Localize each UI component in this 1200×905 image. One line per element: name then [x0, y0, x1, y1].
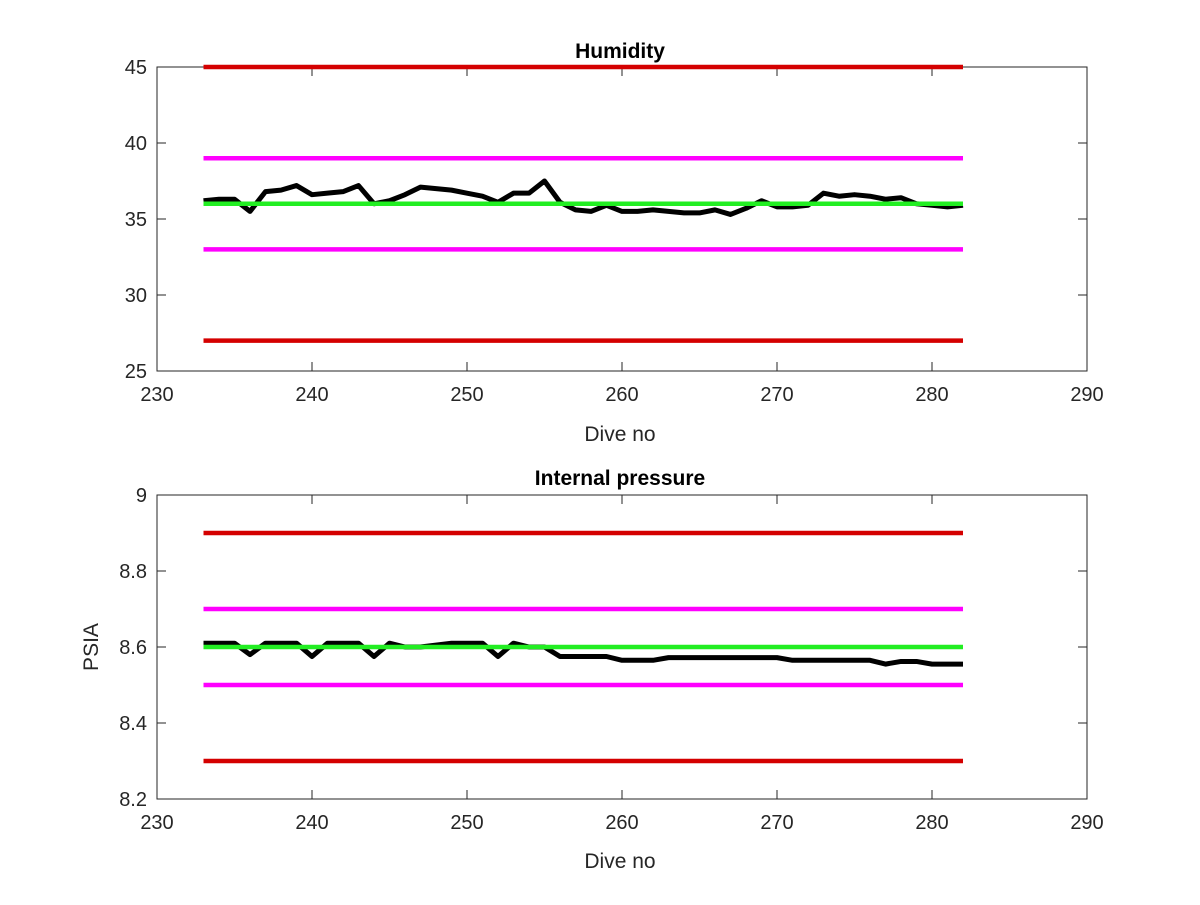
- y-axis-label: PSIA: [80, 623, 103, 671]
- x-tick-label: 280: [915, 812, 948, 834]
- x-axis-label: Dive no: [584, 423, 655, 446]
- x-tick-label: 270: [760, 812, 793, 834]
- x-tick-label: 240: [295, 384, 328, 406]
- x-tick-label: 240: [295, 812, 328, 834]
- x-tick-label: 230: [140, 812, 173, 834]
- y-tick-label: 30: [125, 285, 147, 307]
- x-tick-label: 280: [915, 384, 948, 406]
- internal-pressure-chart: Internal pressure Dive no PSIA 230 240 250…: [80, 467, 1104, 873]
- y-tick-label: 9: [136, 485, 147, 507]
- y-tick-label: 45: [125, 57, 147, 79]
- y-tick-label: 8.2: [119, 789, 147, 811]
- x-tick-label: 290: [1070, 812, 1103, 834]
- x-tick-label: 260: [605, 812, 638, 834]
- y-tick-label: 25: [125, 361, 147, 383]
- y-tick-label: 8.6: [119, 637, 147, 659]
- data-series-line: [203, 640, 963, 667]
- y-tick-label: 35: [125, 209, 147, 231]
- data-series-line: [203, 178, 964, 217]
- x-tick-label: 270: [760, 384, 793, 406]
- y-tick-label: 8.8: [119, 561, 147, 583]
- chart-title: Internal pressure: [535, 467, 705, 490]
- y-tick-label: 8.4: [119, 713, 147, 735]
- x-tick-label: 250: [450, 812, 483, 834]
- chart-title: Humidity: [575, 40, 665, 63]
- x-tick-label: 230: [140, 384, 173, 406]
- humidity-chart: Humidity Dive no 230 240 250 260 270 280 290 25…: [125, 40, 1104, 446]
- plot-area-frame: [156, 66, 1088, 372]
- y-tick-label: 40: [125, 133, 147, 155]
- x-axis-label: Dive no: [584, 850, 655, 873]
- x-tick-label: 260: [605, 384, 638, 406]
- x-tick-label: 290: [1070, 384, 1103, 406]
- x-tick-label: 250: [450, 384, 483, 406]
